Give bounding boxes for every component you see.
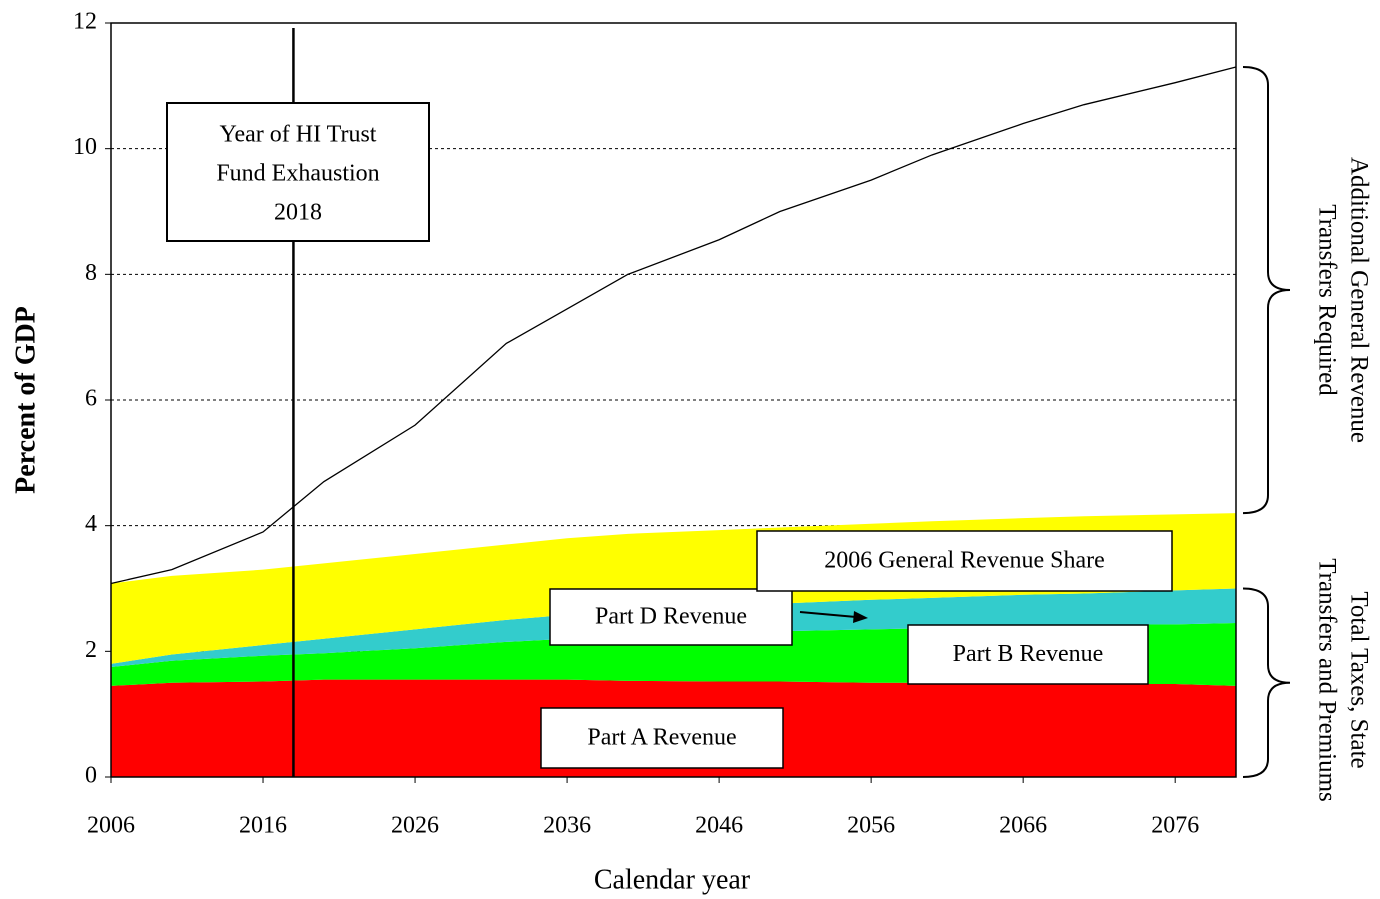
x-tick-label: 2016 bbox=[239, 813, 287, 839]
x-tick-label: 2056 bbox=[847, 813, 895, 839]
y-tick-label: 4 bbox=[85, 511, 97, 537]
series-label-box bbox=[540, 707, 784, 769]
annotation-box bbox=[166, 102, 430, 242]
annotation-text: Year of HI Trust bbox=[220, 122, 377, 148]
x-tick-label: 2046 bbox=[695, 813, 743, 839]
arrow-head bbox=[853, 611, 868, 623]
y-tick-label: 12 bbox=[73, 9, 97, 35]
brace bbox=[1242, 65, 1291, 515]
x-axis-label: Calendar year bbox=[594, 864, 751, 895]
y-tick-label: 8 bbox=[85, 260, 97, 286]
arrow-line bbox=[799, 611, 857, 618]
brace-label: Transfers and Premiums bbox=[1313, 558, 1340, 802]
series-label: Part D Revenue bbox=[595, 604, 747, 630]
y-axis-label: Percent of GDP bbox=[10, 306, 41, 494]
x-tick-label: 2006 bbox=[87, 813, 135, 839]
y-tick-label: 6 bbox=[85, 386, 97, 412]
series-label: Part A Revenue bbox=[587, 725, 736, 751]
series-label: Part B Revenue bbox=[953, 641, 1104, 667]
x-tick-label: 2076 bbox=[1151, 813, 1199, 839]
annotation-year: 2018 bbox=[274, 200, 322, 226]
y-tick-label: 10 bbox=[73, 134, 97, 160]
brace bbox=[1242, 587, 1291, 778]
series-label-box bbox=[549, 588, 793, 646]
y-tick-label: 2 bbox=[85, 637, 97, 663]
brace-label: Transfers Required bbox=[1313, 204, 1340, 396]
brace-label: Total Taxes, State bbox=[1345, 591, 1372, 768]
brace-label: Additional General Revenue bbox=[1345, 157, 1372, 443]
plot-frame bbox=[110, 22, 1237, 778]
y-tick-label: 0 bbox=[85, 763, 97, 789]
series-label-box bbox=[756, 530, 1173, 592]
annotation-text: Fund Exhaustion bbox=[216, 161, 379, 187]
x-tick-label: 2036 bbox=[543, 813, 591, 839]
x-tick-label: 2066 bbox=[999, 813, 1047, 839]
series-label: 2006 General Revenue Share bbox=[824, 548, 1105, 574]
series-label-box bbox=[907, 624, 1149, 685]
x-tick-label: 2026 bbox=[391, 813, 439, 839]
